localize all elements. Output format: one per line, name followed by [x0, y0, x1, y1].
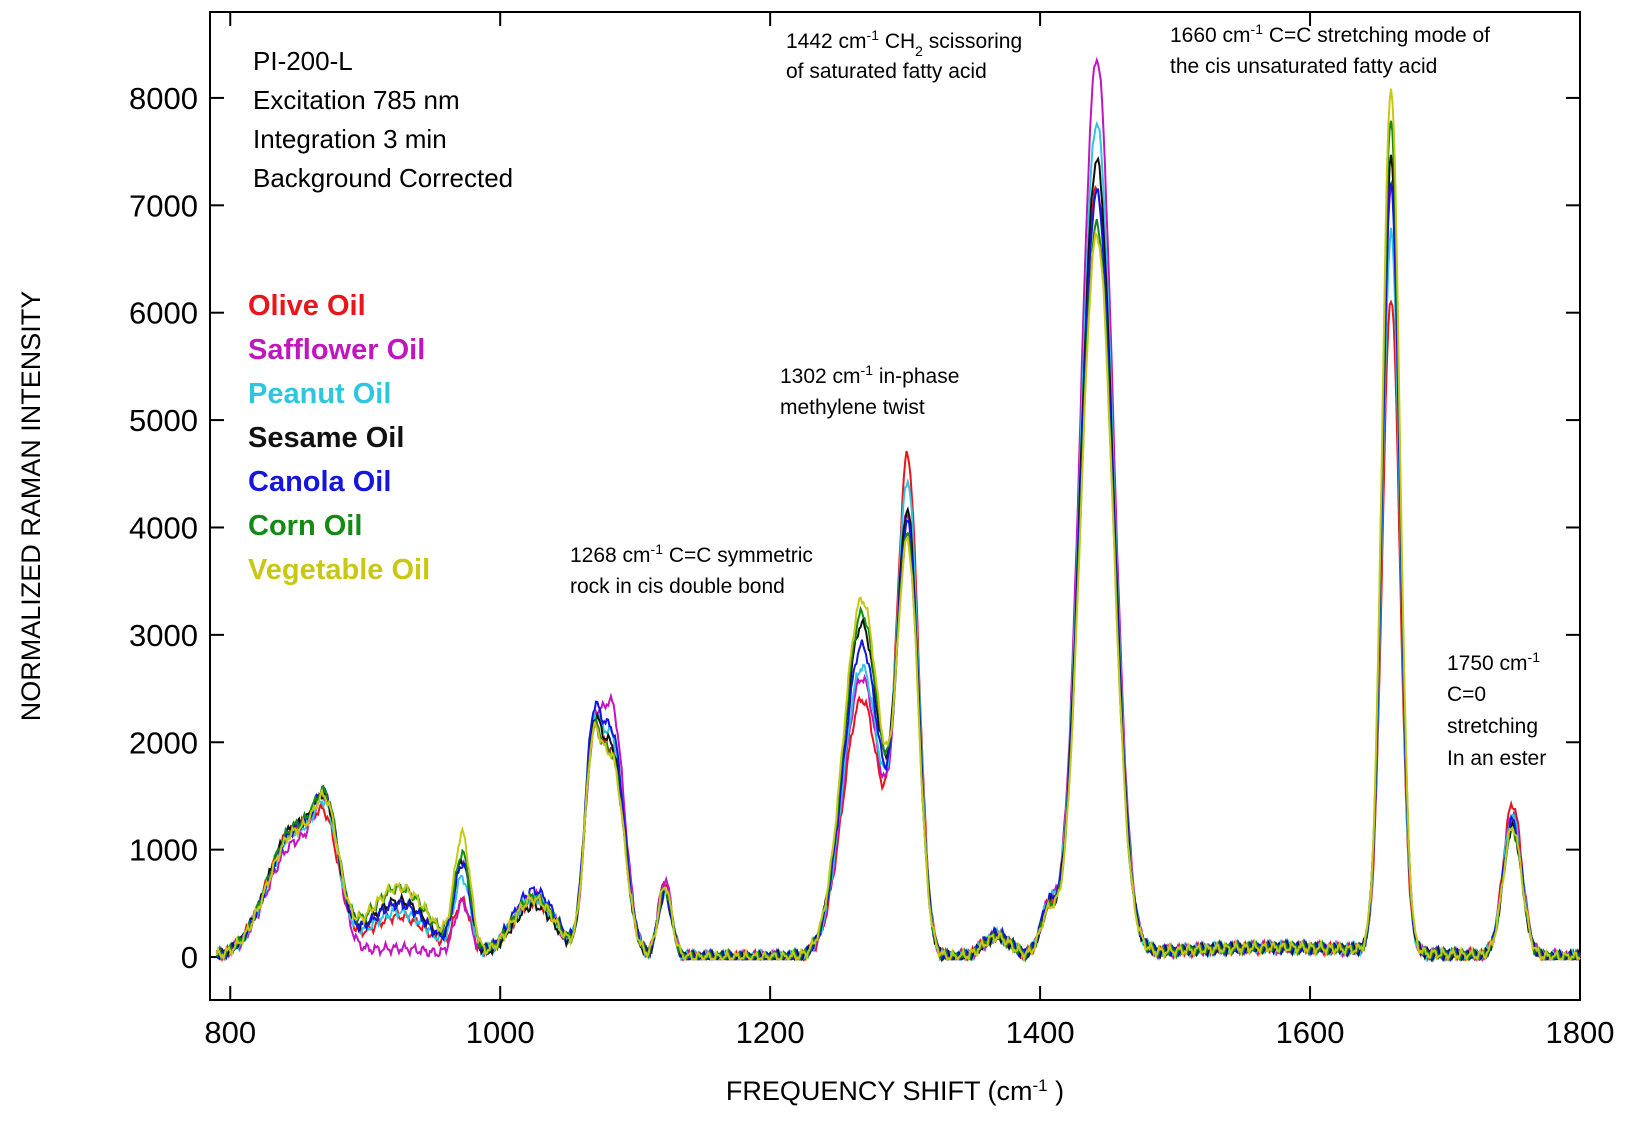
annotation-1268-line-2: rock in cis double bond — [570, 575, 785, 598]
axis-ticks: 800 1000 1200 1400 1600 1800 0 1000 2000 3000 4000… — [129, 12, 1614, 1050]
annotation-1660-line-1: 1660 cm-1 C=C stretching mode of — [1170, 21, 1490, 47]
annotation-1268-line-1: 1268 cm-1 C=C symmetric — [570, 541, 813, 567]
legend-item-vegetable-oil: Vegetable Oil — [248, 554, 430, 586]
legend-item-corn-oil: Corn Oil — [248, 510, 362, 542]
annotation-1268: 1268 cm-1 C=C symmetric rock in cis doub… — [570, 541, 813, 598]
y-tick-label: 0 — [181, 940, 198, 975]
y-tick-label: 7000 — [129, 188, 198, 223]
legend-item-peanut-oil: Peanut Oil — [248, 378, 391, 410]
y-tick-label: 6000 — [129, 296, 198, 331]
info-block: PI-200-L Excitation 785 nm Integration 3… — [253, 46, 513, 193]
x-tick-label: 1600 — [1276, 1015, 1345, 1050]
annotation-1302: 1302 cm-1 in-phase methylene twist — [780, 362, 959, 419]
info-line-2: Excitation 785 nm — [253, 85, 460, 115]
x-tick-label: 1800 — [1546, 1015, 1615, 1050]
legend: Olive Oil Safflower Oil Peanut Oil Sesame O… — [248, 290, 430, 586]
annotation-1442: 1442 cm-1 CH2 scissoring of saturated fa… — [786, 27, 1022, 83]
series-line-vegetable-oil — [215, 88, 1581, 963]
legend-item-olive-oil: Olive Oil — [248, 290, 366, 322]
series-lines — [215, 56, 1581, 963]
y-tick-label: 4000 — [129, 510, 198, 545]
annotation-1750-line-4: In an ester — [1447, 747, 1546, 770]
legend-item-canola-oil: Canola Oil — [248, 466, 391, 498]
y-tick-label: 5000 — [129, 403, 198, 438]
annotation-1442-line-2: of saturated fatty acid — [786, 60, 987, 83]
y-tick-label: 1000 — [129, 833, 198, 868]
legend-item-safflower-oil: Safflower Oil — [248, 334, 425, 366]
x-axis-title: FREQUENCY SHIFT (cm-1 ) — [726, 1076, 1064, 1107]
annotation-1750-line-1: 1750 cm-1 — [1447, 649, 1540, 675]
y-axis-title: NORMALIZED RAMAN INTENSITY — [16, 291, 46, 722]
x-tick-label: 1400 — [1006, 1015, 1075, 1050]
y-tick-label: 8000 — [129, 81, 198, 116]
annotation-1660: 1660 cm-1 C=C stretching mode of the cis… — [1170, 21, 1490, 78]
annotation-1660-line-2: the cis unsaturated fatty acid — [1170, 55, 1437, 78]
y-tick-label: 3000 — [129, 618, 198, 653]
x-tick-label: 1200 — [736, 1015, 805, 1050]
info-line-1: PI-200-L — [253, 46, 353, 76]
x-tick-label: 800 — [204, 1015, 256, 1050]
annotation-1750-line-2: C=0 — [1447, 683, 1486, 706]
annotation-1750-line-3: stretching — [1447, 715, 1538, 738]
x-tick-label: 1000 — [466, 1015, 535, 1050]
annotation-1750: 1750 cm-1 C=0 stretching In an ester — [1447, 649, 1546, 770]
legend-item-sesame-oil: Sesame Oil — [248, 422, 404, 454]
plot-frame — [209, 11, 1581, 1001]
annotation-1302-line-2: methylene twist — [780, 396, 925, 419]
annotation-1302-line-1: 1302 cm-1 in-phase — [780, 362, 959, 388]
info-line-3: Integration 3 min — [253, 124, 447, 154]
annotation-1442-line-1: 1442 cm-1 CH2 scissoring — [786, 27, 1022, 59]
y-tick-label: 2000 — [129, 725, 198, 760]
info-line-4: Background Corrected — [253, 163, 513, 193]
